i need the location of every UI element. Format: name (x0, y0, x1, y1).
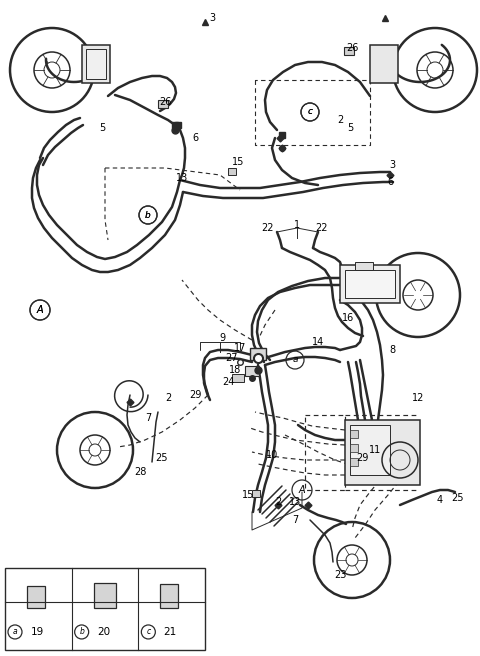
Text: 7: 7 (145, 413, 151, 423)
Text: 21: 21 (164, 627, 177, 637)
Text: 2: 2 (337, 115, 343, 125)
Bar (86, 49, 106, 79)
Text: c: c (146, 627, 150, 636)
Bar (82, 45, 110, 83)
Text: 19: 19 (30, 627, 44, 637)
Text: c: c (308, 108, 312, 117)
Text: 14: 14 (312, 337, 324, 347)
Bar (94, 583, 116, 608)
Text: 7: 7 (292, 515, 298, 525)
Text: 28: 28 (134, 467, 146, 477)
Text: a: a (292, 356, 298, 365)
Text: 3: 3 (209, 13, 215, 23)
Text: 24: 24 (222, 377, 234, 387)
Text: c: c (308, 108, 312, 117)
Text: 1: 1 (294, 220, 300, 230)
Text: 9: 9 (219, 333, 225, 343)
Text: 29: 29 (356, 453, 368, 463)
Bar (252, 490, 260, 497)
Bar (232, 374, 244, 382)
Text: 8: 8 (389, 345, 395, 355)
Text: 18: 18 (229, 365, 241, 375)
Text: 15: 15 (232, 157, 244, 167)
Text: 29: 29 (189, 390, 201, 400)
Text: a: a (12, 627, 17, 636)
Bar (158, 100, 168, 108)
Bar (350, 458, 358, 466)
Text: 26: 26 (346, 43, 358, 53)
Text: 10: 10 (266, 450, 278, 460)
Text: 5: 5 (99, 123, 105, 133)
Text: 17: 17 (234, 343, 246, 353)
Bar (245, 366, 259, 376)
Bar (345, 420, 420, 485)
Text: 16: 16 (342, 313, 354, 323)
Bar (350, 430, 358, 438)
Text: 15: 15 (242, 490, 254, 500)
Bar (160, 584, 179, 608)
Bar (250, 348, 266, 360)
Text: 27: 27 (226, 353, 238, 363)
Text: b: b (79, 627, 84, 636)
Bar (345, 270, 395, 298)
Text: 11: 11 (369, 445, 381, 455)
Text: 2: 2 (275, 497, 281, 507)
Bar (350, 444, 358, 452)
Text: b: b (145, 211, 151, 220)
Bar (27, 586, 45, 608)
Text: 12: 12 (412, 393, 424, 403)
Text: 3: 3 (389, 160, 395, 170)
Bar (228, 168, 236, 175)
Bar (344, 47, 354, 55)
Text: 5: 5 (347, 123, 353, 133)
Text: A: A (299, 485, 305, 495)
Text: 6: 6 (387, 177, 393, 187)
Text: 20: 20 (97, 627, 110, 637)
Text: 26: 26 (159, 97, 171, 107)
Bar (350, 425, 390, 475)
Text: 13: 13 (289, 497, 301, 507)
Bar (355, 262, 373, 270)
Text: 22: 22 (316, 223, 328, 233)
Bar (5, 568, 205, 650)
Text: 25: 25 (452, 493, 464, 503)
Text: 22: 22 (262, 223, 274, 233)
Text: 23: 23 (334, 570, 346, 580)
Text: 2: 2 (165, 393, 171, 403)
Text: 25: 25 (156, 453, 168, 463)
Text: A: A (36, 305, 43, 315)
Text: A: A (36, 305, 43, 315)
Text: 6: 6 (192, 133, 198, 143)
Bar (370, 45, 398, 83)
Bar (340, 265, 400, 303)
Text: b: b (145, 211, 151, 220)
Text: 13: 13 (176, 173, 188, 183)
Text: 4: 4 (437, 495, 443, 505)
